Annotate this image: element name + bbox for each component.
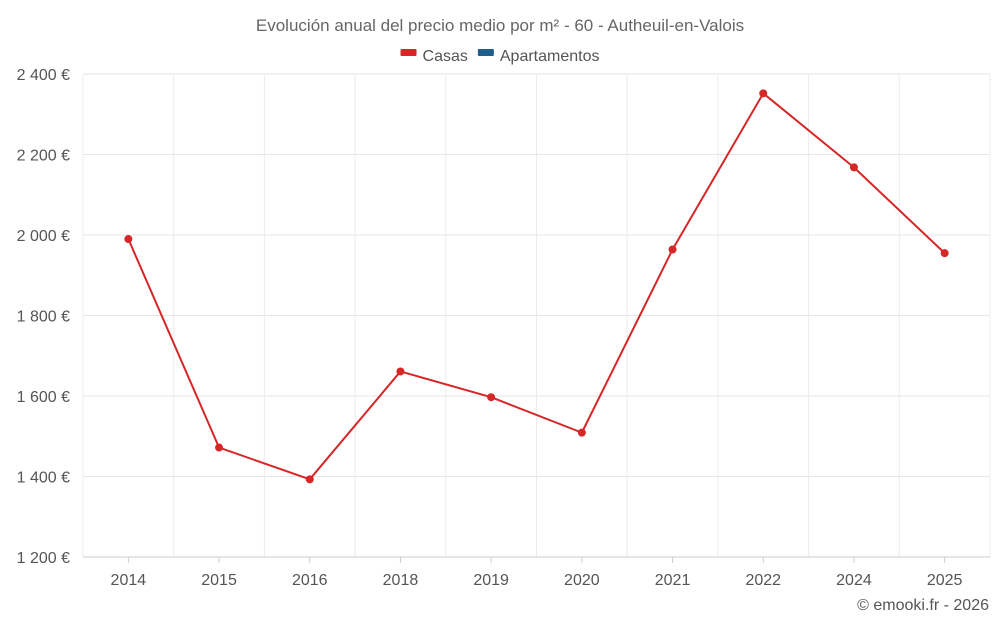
x-tick-label: 2021: [655, 572, 691, 589]
legend-swatch-apartamentos: [477, 49, 494, 56]
legend: Casas Apartamentos: [400, 48, 600, 65]
legend-swatch-casas: [400, 49, 417, 56]
data-point: [759, 89, 768, 98]
chart-title: Evolución anual del precio medio por m² …: [256, 16, 744, 35]
y-tick-label: 2 200 €: [17, 148, 70, 165]
y-tick-label: 1 600 €: [17, 389, 70, 406]
axes: 1 200 € 1 400 € 1 600 € 1 800 € 2 000 € 2 200…: [17, 67, 990, 589]
grid: [82, 73, 991, 558]
data-point: [305, 475, 314, 484]
data-point: [668, 245, 677, 254]
data-point: [124, 235, 133, 244]
x-tick-label: 2016: [292, 572, 328, 589]
x-tick-label: 2024: [836, 572, 872, 589]
y-tick-label: 1 400 €: [17, 470, 70, 487]
data-point: [577, 428, 586, 437]
data-point: [487, 393, 496, 402]
x-tick-label: 2014: [111, 572, 147, 589]
series-line-casas: [127, 92, 946, 481]
legend-label-apartamentos: Apartamentos: [500, 48, 600, 65]
x-tick-label: 2020: [564, 572, 600, 589]
x-tick-label: 2018: [383, 572, 419, 589]
y-tick-label: 2 000 €: [17, 228, 70, 245]
x-tick-label: 2015: [201, 572, 237, 589]
x-tick-label: 2025: [927, 572, 963, 589]
data-point: [849, 163, 858, 172]
y-tick-label: 1 200 €: [17, 550, 70, 567]
data-point: [215, 443, 224, 452]
y-tick-label: 1 800 €: [17, 309, 70, 326]
data-point: [940, 249, 949, 258]
x-tick-label: 2022: [745, 572, 781, 589]
legend-label-casas: Casas: [423, 48, 468, 65]
x-tick-label: 2019: [473, 572, 509, 589]
data-point: [396, 367, 405, 376]
y-tick-label: 2 400 €: [17, 67, 70, 84]
series-layer: [124, 89, 949, 484]
credit-text: © emooki.fr - 2026: [857, 597, 989, 614]
